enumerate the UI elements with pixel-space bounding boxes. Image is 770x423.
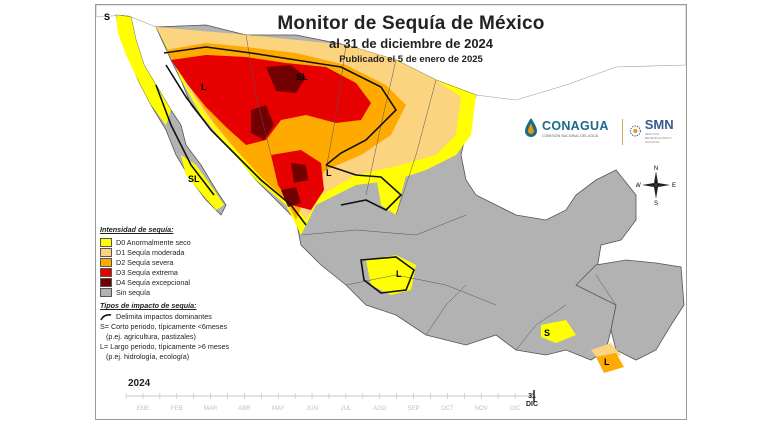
label-corner-s: S	[104, 12, 110, 22]
legend-swatch-d4	[100, 277, 112, 287]
legend-label-d3: D3 Sequía extrema	[116, 267, 178, 277]
compass-rose-icon: N S W E	[636, 166, 676, 205]
legend-impact-line-label: Delimita impactos dominantes	[116, 312, 212, 321]
map-title-block: Monitor de Sequía de México al 31 de dic…	[276, 13, 546, 65]
legend-label-none: Sin sequía	[116, 287, 150, 297]
map-title: Monitor de Sequía de México	[277, 13, 545, 34]
label-l-central: L	[396, 269, 402, 279]
timeline-month-label: NOV	[475, 406, 488, 412]
timeline-months: ENE FEB MAR ABR MAY JUN JUL AGO SEP OCT NOV DIC	[137, 406, 521, 412]
label-sl-baja: SL	[188, 174, 200, 184]
legend-impact-header: Tipos de impacto de sequía:	[100, 301, 197, 310]
map-date: al 31 de diciembre de 2024	[328, 36, 494, 51]
timeline-month-label: SEP	[408, 406, 420, 412]
conagua-logo: CONAGUA COMISIÓN NACIONAL DEL AGUA	[523, 117, 609, 139]
legend-label-d1: D1 Sequía moderada	[116, 247, 185, 257]
legend-label-d4: D4 Sequía excepcional	[116, 277, 190, 287]
legend-swatch-d0	[100, 237, 112, 247]
agency-logos: CONAGUA COMISIÓN NACIONAL DEL AGUA SMN S…	[521, 113, 686, 153]
compass-e: E	[672, 183, 676, 189]
conagua-wordmark: CONAGUA	[542, 118, 609, 133]
d4-sinaloa	[281, 187, 301, 207]
timeline-current-date: 31 DIC	[526, 393, 538, 409]
legend-swatch-d3	[100, 267, 112, 277]
timeline-ticks	[125, 393, 533, 399]
legend-intensity-header: Intensidad de sequía:	[100, 225, 174, 234]
d0-baja	[116, 15, 171, 125]
timeline-month-label: ENE	[137, 406, 149, 412]
d0-central	[366, 255, 416, 295]
label-l-durango: L	[326, 168, 332, 178]
timeline-month-label: AGO	[373, 406, 387, 412]
label-s-southeast: S	[544, 328, 550, 338]
d4-sonora	[251, 105, 274, 140]
compass-n: N	[654, 166, 658, 172]
timeline-month-label: MAY	[272, 406, 285, 412]
legend-swatch-d1	[100, 247, 112, 257]
timeline-month-label: DIC	[510, 406, 521, 412]
legend-swatch-none	[100, 287, 112, 297]
smn-wordmark: SMN	[644, 117, 674, 132]
legend-swatch-d2	[100, 257, 112, 267]
mexico-drought-map: S SL L SL L L S L	[96, 5, 686, 373]
conagua-subtitle: COMISIÓN NACIONAL DEL AGUA	[542, 133, 599, 138]
legend-item-d3: D3 Sequía extrema	[100, 267, 290, 277]
legend-item-d2: D2 Sequía severa	[100, 257, 290, 267]
compass-w: W	[636, 183, 641, 189]
timeline-current-day: 31	[528, 393, 536, 400]
legend-item-none: Sin sequía	[100, 287, 290, 297]
logo-divider	[622, 119, 623, 145]
smn-emblem-icon	[629, 125, 641, 136]
timeline-month-label: OCT	[441, 406, 454, 412]
timeline-year: 2024	[128, 378, 151, 389]
timeline-month-label: JUL	[341, 406, 352, 412]
legend-impact-line: Delimita impactos dominantes	[100, 312, 290, 321]
legend-short-term: S= Corto periodo, típicamente <6meses	[100, 322, 228, 331]
impact-line-icon	[100, 313, 112, 320]
legend-label-d0: D0 Anormalmente seco	[116, 237, 191, 247]
smn-logo: SMN SERVICIO METEOROLÓGICO NACIONAL	[629, 117, 686, 144]
timeline-month-label: ABR	[238, 406, 251, 412]
timeline-month-label: FEB	[171, 406, 183, 412]
timeline-month-label: MAR	[204, 406, 218, 412]
d3-sonora-chihuahua	[171, 55, 371, 145]
d0-southeast	[541, 320, 576, 343]
timeline-month-label: JUN	[306, 406, 318, 412]
smn-subtitle: SERVICIO METEOROLÓGICO NACIONAL	[644, 132, 672, 144]
legend-long-term-example: (p.ej. hidrología, ecología)	[106, 352, 190, 361]
label-l-sonora: L	[201, 82, 207, 92]
legend-label-d2: D2 Sequía severa	[116, 257, 174, 267]
legend-item-d4: D4 Sequía excepcional	[100, 277, 290, 287]
legend-short-term-example: (p.ej. agricultura, pastizales)	[106, 332, 196, 341]
impact-boundaries	[155, 46, 415, 294]
timeline-bar: ENE FEB MAR ABR MAY JUN JUL AGO SEP OCT NOV DIC	[125, 390, 536, 412]
d4-durango	[291, 163, 308, 183]
label-l-yucatan: L	[604, 357, 610, 367]
timeline-current-month: DIC	[526, 401, 539, 408]
yucatan-peninsula	[575, 259, 685, 361]
d4-chihuahua	[266, 65, 306, 93]
map-legend: Intensidad de sequía: D0 Anormalmente se…	[100, 225, 290, 361]
d0-baja-south	[181, 155, 224, 210]
legend-item-d1: D1 Sequía moderada	[100, 247, 290, 257]
conagua-drop-icon	[525, 118, 537, 137]
compass-s: S	[654, 201, 658, 205]
legend-long-term: L= Largo periodo, típicamente >6 meses	[100, 342, 230, 351]
legend-item-d0: D0 Anormalmente seco	[100, 237, 290, 247]
publication-date: Publicado el 5 de enero de 2025	[339, 54, 483, 65]
drought-map-frame: S SL L SL L L S L Monitor de Sequía de M…	[95, 4, 687, 420]
label-sl-north: SL	[296, 72, 308, 82]
d2-yucatan	[596, 353, 624, 373]
